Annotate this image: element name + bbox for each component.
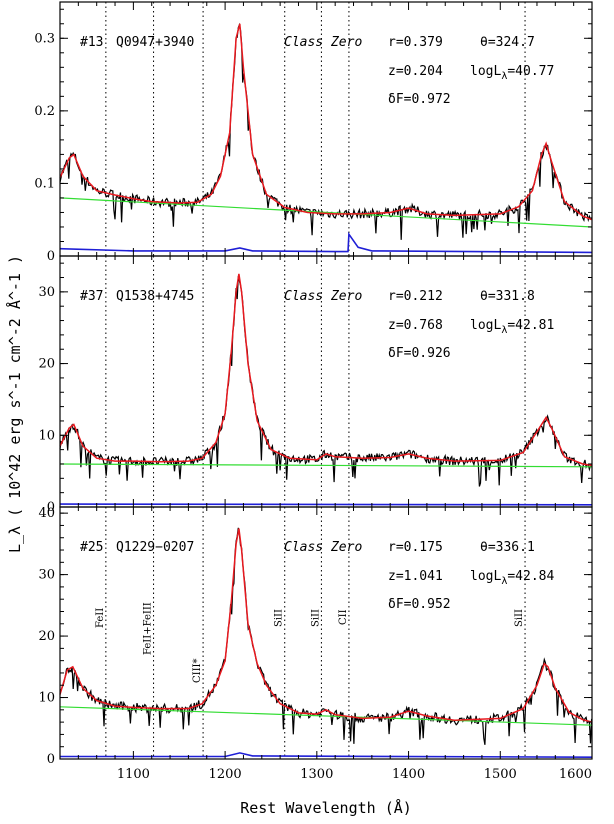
line-label-7: SiII [514, 609, 525, 627]
continuum-line [59, 197, 593, 228]
panel-1: 0 0.1 0.2 0.3 #13 Q0947+3940 Class Zero r=0.379… [34, 1, 593, 264]
z-value: z=0.768 [388, 318, 443, 333]
line-label-5: SiII [310, 609, 321, 627]
x-tick-label: 1500 [484, 767, 517, 782]
x-tick-label: 1600 [559, 767, 592, 782]
deltaf-value: δF=0.926 [388, 346, 451, 361]
error-line [60, 752, 593, 759]
logl-value: logLλ=42.81 [470, 318, 554, 336]
spectrum-line [59, 527, 593, 745]
spectrum-line [59, 22, 593, 240]
y-tick-label: 0.1 [34, 176, 55, 191]
class-label: Class Zero [284, 289, 362, 304]
continuum-line [59, 463, 593, 468]
x-tick-label: 1100 [117, 767, 150, 782]
object-id: #25 [80, 540, 103, 555]
x-tick-label: 1400 [392, 767, 425, 782]
model-line [59, 273, 593, 467]
z-value: z=1.041 [388, 569, 443, 584]
deltaf-value: δF=0.952 [388, 597, 451, 612]
error-line [59, 231, 593, 254]
theta-value: θ=336.1 [480, 540, 535, 555]
line-label-2: FeII+FeIII [143, 602, 154, 655]
model-line [59, 528, 593, 723]
y-tick-label: 20 [38, 357, 55, 372]
y-tick-label: 10 [38, 428, 55, 443]
y-tick-label: 0 [47, 752, 55, 767]
object-name: Q0947+3940 [116, 35, 194, 50]
continuum-line [59, 706, 593, 726]
y-tick-label: 30 [38, 568, 55, 583]
y-tick-label: 10 [38, 691, 55, 706]
line-label-6: CII [338, 609, 349, 625]
theta-value: θ=331.8 [480, 289, 535, 304]
error-line [59, 503, 593, 506]
y-tick-label: 20 [38, 629, 55, 644]
object-name: Q1229−0207 [116, 540, 194, 555]
model-line [59, 23, 593, 221]
deltaf-value: δF=0.972 [388, 92, 451, 107]
logl-value: logLλ=42.84 [470, 569, 554, 587]
y-axis-label: L_λ ( 10^42 erg s^-1 cm^-2 Å^-1 ) [5, 255, 24, 553]
r-value: r=0.212 [388, 289, 443, 304]
y-tick-label: 0 [47, 500, 55, 515]
y-tick-label: 40 [38, 506, 55, 521]
line-label-1: FeII [95, 608, 106, 628]
class-label: Class Zero [284, 540, 362, 555]
line-label-4: SiII [274, 609, 285, 627]
x-axis-label: Rest Wavelength (Å) [240, 798, 412, 817]
line-label-3: CIII* [192, 658, 203, 683]
object-id: #13 [80, 35, 103, 50]
y-tick-label: 0.3 [34, 31, 55, 46]
r-value: r=0.379 [388, 35, 443, 50]
y-tick-label: 0 [47, 249, 55, 264]
panel-frame [59, 506, 593, 760]
object-id: #37 [80, 289, 103, 304]
theta-value: θ=324.7 [480, 35, 535, 50]
panel-3: 0 10 20 30 40 #25 Q1229−0207 Class Zero r=0.175 θ… [38, 506, 593, 767]
spectrum-line [59, 276, 593, 487]
z-value: z=0.204 [388, 64, 443, 79]
x-tick-label: 1200 [209, 767, 242, 782]
object-name: Q1538+4745 [116, 289, 194, 304]
x-tick-label: 1300 [300, 767, 333, 782]
y-tick-label: 30 [38, 285, 55, 300]
r-value: r=0.175 [388, 540, 443, 555]
class-label: Class Zero [284, 35, 362, 50]
panel-2: 0 10 20 30 #37 Q1538+4745 Class Zero r=0.212 θ=3… [38, 255, 593, 515]
logl-value: logLλ=40.77 [470, 64, 554, 82]
y-tick-label: 0.2 [34, 104, 55, 119]
